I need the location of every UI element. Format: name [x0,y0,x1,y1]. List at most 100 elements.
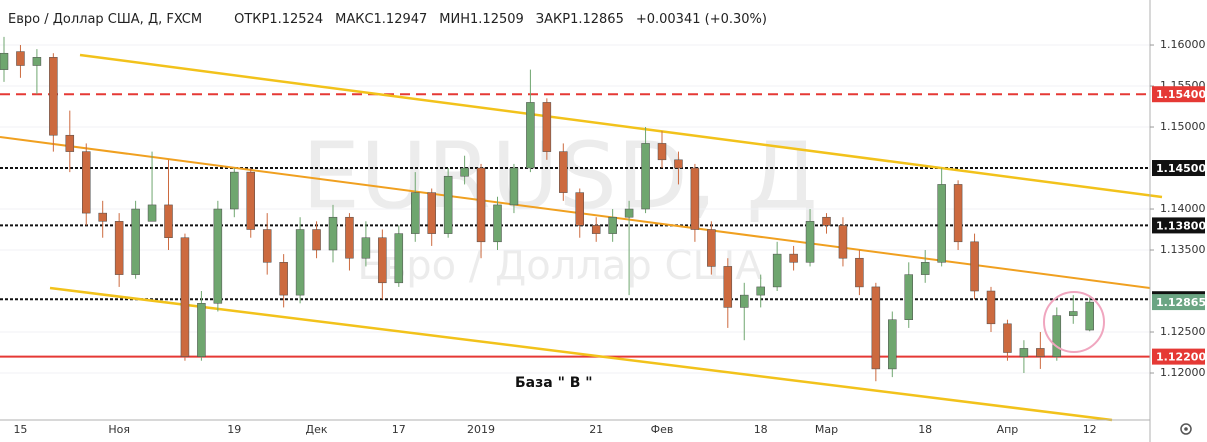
gear[interactable] [1180,423,1192,435]
candle-body [904,274,913,320]
x-tick-label: 2019 [467,423,495,436]
symbol-title: Евро / Доллар США, Д, FXCM [8,12,203,27]
candle-body [509,167,519,206]
candle-body [411,192,420,234]
y-tick-label: 1.12000 [1160,366,1206,379]
candle-body [147,204,157,222]
x-tick-label: 18 [918,423,932,436]
x-tick-label: Мар [815,423,838,436]
candle-body [740,294,749,308]
candle-body [427,192,436,234]
candle-body [591,225,601,234]
candle-body [526,102,535,169]
stat: +0.00341 (+0.30%) [635,12,767,27]
candle-body [230,171,239,210]
candle-body [608,216,617,234]
header: Евро / Доллар США, Д, FXCM ОТКР1.12524 МА… [8,12,767,27]
price-label-box [1152,294,1205,311]
candle-body [1036,348,1045,357]
candle-body [131,208,140,275]
candle-body [888,319,897,370]
candle-body [476,167,486,243]
price-label-box [1152,217,1205,234]
trend-line-upper [79,53,1163,199]
price-label-box [1152,348,1205,365]
x-tick-label: 18 [754,423,768,436]
candle-body [378,237,387,284]
candle-body [937,184,946,263]
x-tick-label: Апр [997,423,1019,436]
trend-line-middle [0,136,1151,289]
candle-body [180,237,190,357]
candle-body [328,216,338,251]
candle-body [262,229,272,263]
candle-body [82,151,91,214]
candle-body [98,212,107,222]
x-tick-label: Фев [651,423,674,436]
trend-line-lower [49,286,1113,422]
candle-body [164,204,173,238]
candle-body [822,216,831,226]
price-label: 1.15400 [1156,88,1206,101]
levels [0,93,1150,358]
candle-body [1085,301,1094,331]
gear-center[interactable] [1184,427,1188,431]
candle-body [970,241,979,292]
price-label: 1.14500 [1156,162,1206,175]
candle-body [1003,323,1012,353]
candle-body [114,221,124,275]
candle-body [1069,311,1078,316]
candle-body [641,143,650,210]
x-tick-label: 19 [227,423,241,436]
watermark-subtitle: Евро / Доллар США [357,243,763,289]
candle-body [855,257,864,288]
candle-body [559,151,568,193]
y-tick-label: 1.13500 [1160,243,1206,256]
stat: ЗАКР1.12865 [535,12,624,27]
candle-body [295,229,305,296]
settings-icon[interactable] [1180,423,1192,435]
y-tick-label: 1.14000 [1160,202,1206,215]
candle-body [394,233,404,284]
price-label-box [1152,86,1205,103]
stat: МАКС1.12947 [335,12,428,27]
candle-body [443,175,453,234]
y-tick-label: 1.16000 [1160,38,1206,51]
candle-body [1019,348,1029,357]
y-tick-label: 1.12500 [1160,325,1206,338]
candle-body [49,57,58,136]
y-tick-label: 1.15000 [1160,120,1206,133]
candle-body [197,303,206,357]
candles [0,36,1094,382]
candle-body [361,237,371,259]
x-tick-label: 12 [1083,423,1097,436]
candle-body [32,57,42,66]
x-tick-label: 17 [392,423,406,436]
x-tick-label: Дек [306,423,328,436]
price-label: 1.12200 [1156,351,1206,364]
candle-body [312,229,321,251]
highlight-circle [1043,291,1105,353]
candle-body [707,229,716,267]
candle-body [542,102,552,152]
candle-body [789,253,798,263]
candle-body [575,192,584,226]
candle-body [16,51,25,66]
candle-body [65,134,75,152]
stat: МИН1.12509 [439,12,524,27]
price-label: 1.13800 [1156,219,1206,232]
candle-body [953,184,963,243]
ohlc-stats: ОТКР1.12524 МАКС1.12947 МИН1.12509 ЗАКР1.12… [234,12,767,27]
candle-body [624,208,634,218]
candle-body [279,262,288,296]
x-tick-label: 21 [589,423,603,436]
candle-body [805,221,815,263]
candle-body [772,253,782,288]
candle-body [246,171,255,230]
annotation: База " В " [515,375,593,391]
candle-body [460,167,469,177]
stat: ОТКР1.12524 [234,12,324,27]
